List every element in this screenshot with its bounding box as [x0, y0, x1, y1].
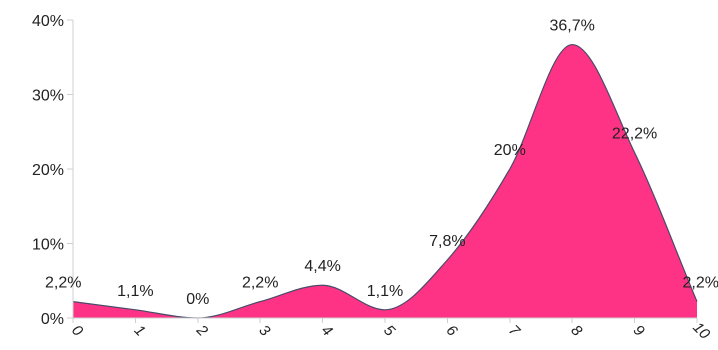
y-tick-label: 30%	[32, 88, 64, 105]
x-tick-label: 1	[131, 322, 149, 340]
area-fill	[73, 45, 697, 318]
x-tick-label: 2	[192, 321, 211, 340]
data-label: 22,2%	[612, 126, 657, 143]
data-label: 0%	[186, 291, 209, 308]
x-tick-label: 3	[255, 322, 273, 340]
data-label: 4,4%	[304, 258, 340, 275]
data-label: 1,1%	[117, 283, 153, 300]
data-label: 2,2%	[45, 275, 81, 292]
x-tick-label: 9	[630, 322, 648, 340]
data-label: 1,1%	[367, 283, 403, 300]
x-tick-label: 4	[318, 322, 336, 340]
x-tick-label: 6	[443, 322, 461, 340]
y-tick-label: 10%	[32, 237, 64, 254]
x-tick-label: 7	[505, 322, 523, 340]
data-label: 36,7%	[550, 18, 595, 35]
data-label: 20%	[494, 142, 526, 159]
area-layer	[73, 45, 697, 318]
y-tick-label: 20%	[32, 162, 64, 179]
x-tick-label: 0	[68, 322, 86, 340]
data-label: 2,2%	[683, 275, 718, 292]
data-label: 7,8%	[429, 233, 465, 250]
y-tick-label: 0%	[41, 311, 64, 328]
x-tick-label: 5	[380, 322, 398, 340]
data-label: 2,2%	[242, 275, 278, 292]
y-tick-label: 40%	[32, 13, 64, 30]
x-tick-label: 8	[567, 322, 585, 340]
x-tick-label: 10	[689, 319, 713, 343]
